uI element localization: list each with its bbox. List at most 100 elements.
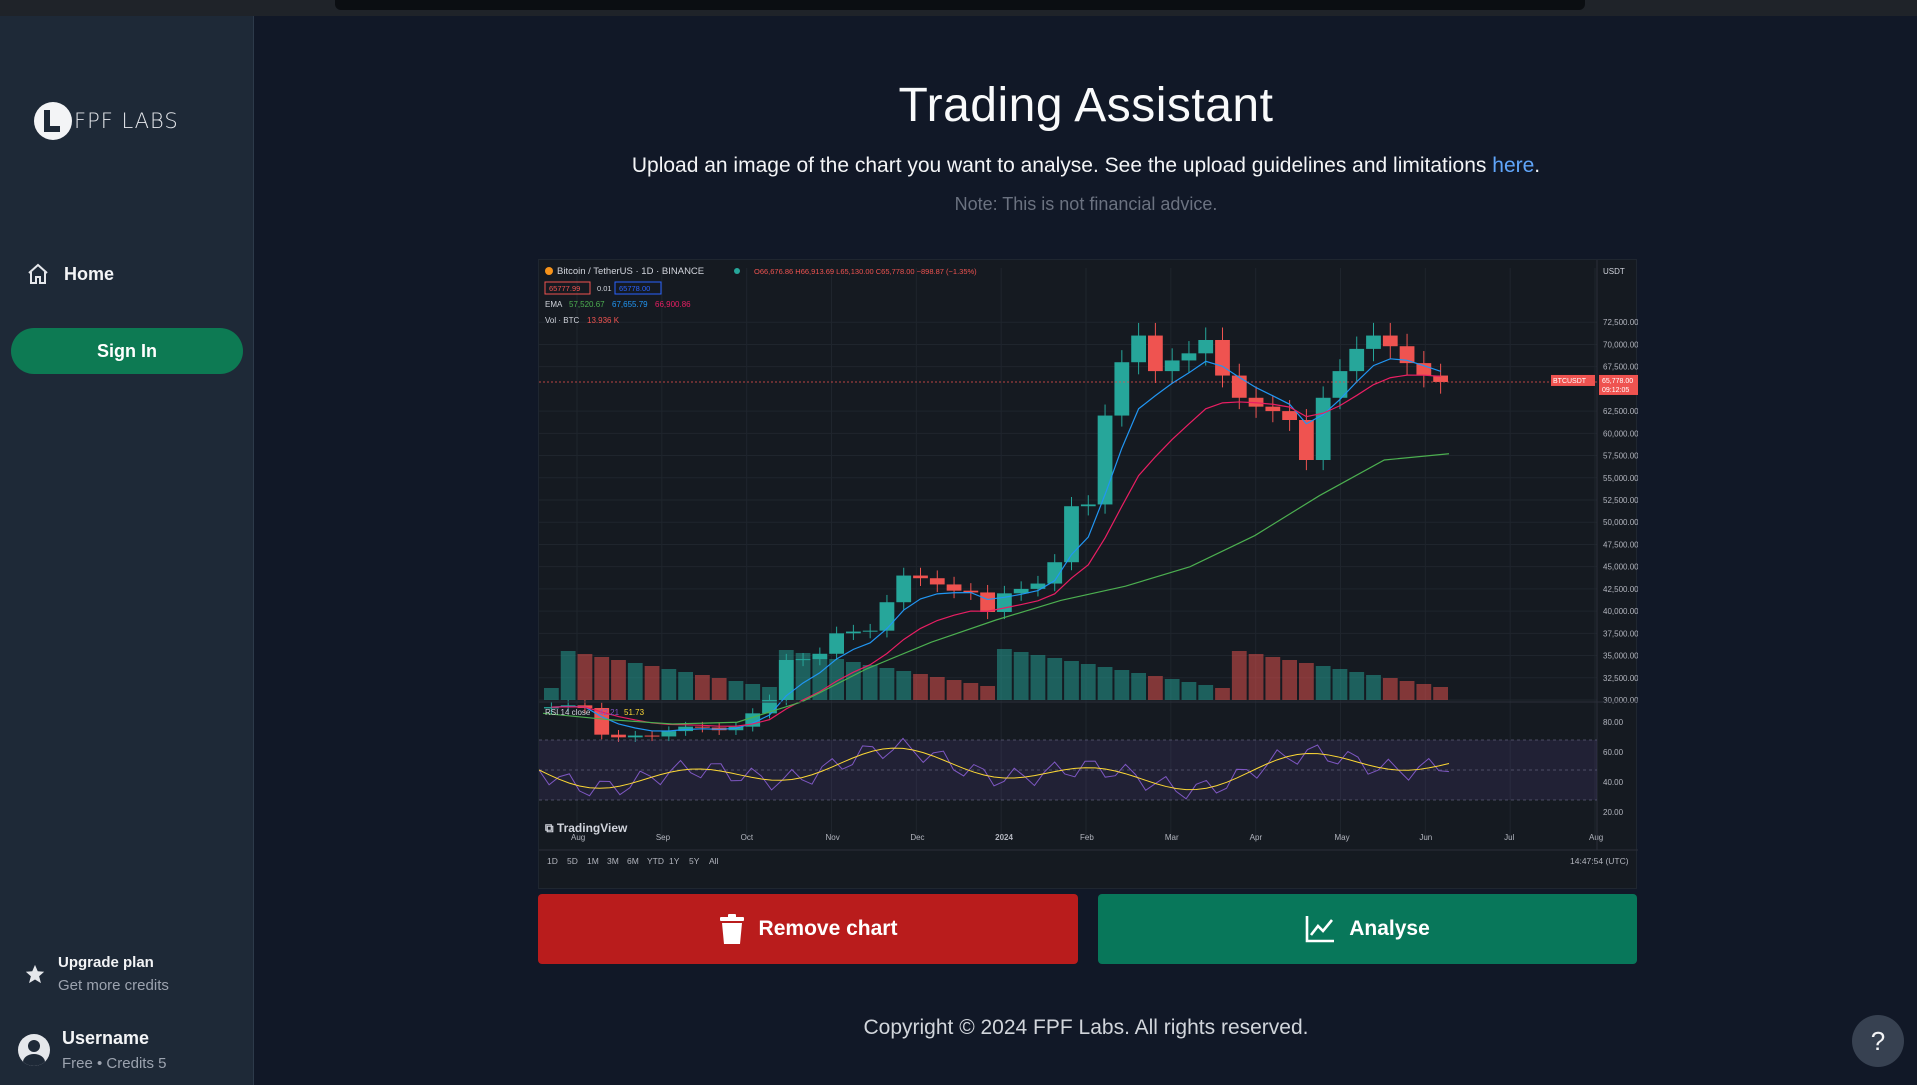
x-tick-label: Aug bbox=[571, 833, 585, 842]
candle-body bbox=[1399, 346, 1415, 364]
x-tick-label: Aug bbox=[1589, 833, 1603, 842]
volume-bar bbox=[913, 674, 928, 700]
volume-bar bbox=[1332, 669, 1348, 700]
tradingview-watermark: ⧉ TradingView bbox=[545, 821, 628, 835]
volume-bar bbox=[778, 650, 794, 700]
volume-bar bbox=[544, 688, 559, 700]
volume-bar bbox=[1198, 685, 1214, 700]
volume-bar bbox=[1231, 651, 1247, 700]
candle-body bbox=[1097, 415, 1113, 505]
candle-body bbox=[611, 734, 626, 738]
user-circle-icon bbox=[18, 1034, 50, 1066]
volume-bar bbox=[929, 677, 945, 700]
x-tick-label: 2024 bbox=[995, 833, 1013, 842]
volume-bar bbox=[762, 687, 777, 700]
candle-body bbox=[1080, 504, 1096, 507]
ema-value-2: 67,655.79 bbox=[612, 300, 648, 309]
candle-body bbox=[1013, 588, 1029, 594]
y-tick-label: 67,500.00 bbox=[1603, 363, 1638, 372]
volume-bar bbox=[1148, 676, 1163, 700]
y-tick-label: 40,000.00 bbox=[1603, 607, 1638, 616]
period-button: 5D bbox=[567, 856, 578, 866]
candle-body bbox=[1382, 335, 1398, 347]
rsi-ma-line bbox=[539, 747, 1450, 791]
volume-bar bbox=[1047, 658, 1063, 700]
candle-body bbox=[846, 631, 861, 634]
x-tick-label: Mar bbox=[1165, 833, 1179, 842]
candle-body bbox=[1198, 340, 1214, 354]
price-tag-bg bbox=[1599, 374, 1638, 395]
fpf-labs-logo[interactable]: FPF LABS bbox=[34, 102, 179, 140]
volume-bar bbox=[1282, 660, 1297, 700]
analyse-button[interactable]: Analyse bbox=[1098, 894, 1637, 964]
volume-bar bbox=[695, 675, 710, 700]
logo-text: FPF LABS bbox=[74, 109, 179, 133]
candle-body bbox=[1265, 406, 1281, 412]
y-tick-label: 42,500.00 bbox=[1603, 585, 1638, 594]
ema-slow-line bbox=[542, 453, 1450, 725]
guidelines-link[interactable]: here bbox=[1492, 154, 1535, 177]
volume-bar bbox=[980, 686, 995, 700]
trading-chart: 72,500.00 70,000.00 67,500.00 62,500.00 60,0… bbox=[539, 260, 1638, 866]
sidebar-item-home[interactable]: Home bbox=[26, 262, 114, 286]
x-tick-label: Jun bbox=[1419, 833, 1432, 842]
candle-body bbox=[879, 602, 895, 631]
rsi-tick-label: 60.00 bbox=[1603, 748, 1624, 757]
candle-body bbox=[1416, 363, 1432, 376]
volume-bar bbox=[611, 660, 626, 700]
user-profile[interactable]: Username Free • Credits 5 bbox=[18, 1028, 166, 1072]
ema-label: EMA bbox=[545, 300, 563, 309]
volume-bar bbox=[1215, 688, 1230, 700]
volume-bar bbox=[896, 671, 912, 700]
help-button[interactable]: ? bbox=[1852, 1015, 1904, 1067]
x-tick-label: Apr bbox=[1250, 833, 1263, 842]
y-tick-label: 55,000.00 bbox=[1603, 474, 1638, 483]
candle-body bbox=[1131, 335, 1146, 363]
ask-value: 65778.00 bbox=[619, 284, 650, 293]
volume-bar bbox=[1114, 670, 1130, 700]
candle-body bbox=[980, 592, 995, 612]
price-tag-value: 65,778.00 bbox=[1602, 378, 1633, 385]
candle-body bbox=[1114, 362, 1130, 416]
y-tick-label: 32,500.00 bbox=[1603, 674, 1638, 683]
candle-body bbox=[929, 578, 945, 585]
volume-bar bbox=[795, 653, 811, 700]
price-tag-countdown: 09:12:05 bbox=[1602, 387, 1629, 394]
volume-bar bbox=[644, 666, 660, 700]
ema-mid-line bbox=[551, 374, 1441, 727]
time-label: 14:47:54 (UTC) bbox=[1570, 856, 1629, 866]
main-content: Trading Assistant Upload an image of the… bbox=[255, 16, 1917, 1085]
volume-bar bbox=[1248, 654, 1264, 700]
period-button: 1Y bbox=[669, 856, 680, 866]
trash-icon bbox=[719, 914, 744, 944]
rsi-tick-label: 20.00 bbox=[1603, 808, 1624, 817]
candle-body bbox=[1231, 375, 1247, 398]
volume-bar bbox=[1265, 657, 1281, 700]
upgrade-plan-button[interactable]: Upgrade plan Get more credits bbox=[12, 946, 238, 1002]
symbol-title: Bitcoin / TetherUS · 1D · BINANCE bbox=[557, 266, 704, 277]
volume-bar bbox=[812, 656, 828, 700]
period-button: 5Y bbox=[689, 856, 700, 866]
x-tick-label: Dec bbox=[910, 833, 924, 842]
candle-body bbox=[1366, 335, 1381, 349]
volume-bar bbox=[745, 684, 761, 700]
x-tick-label: Sep bbox=[656, 833, 671, 842]
volume-bar bbox=[728, 681, 744, 700]
sign-in-button[interactable]: Sign In bbox=[11, 328, 243, 374]
bid-value: 65777.99 bbox=[549, 284, 580, 293]
volume-bar bbox=[1131, 673, 1146, 700]
period-button: YTD bbox=[647, 856, 664, 866]
candle-body bbox=[862, 630, 878, 632]
volume-bar bbox=[627, 663, 643, 700]
volume-bar bbox=[1097, 667, 1113, 700]
volume-bar bbox=[1299, 663, 1314, 700]
uploaded-chart-image: 72,500.00 70,000.00 67,500.00 62,500.00 60,0… bbox=[538, 259, 1638, 889]
x-tick-label: Feb bbox=[1080, 833, 1094, 842]
y-tick-label: 57,500.00 bbox=[1603, 452, 1638, 461]
period-button: 3M bbox=[607, 856, 619, 866]
volume-bar bbox=[1349, 672, 1365, 700]
candle-body bbox=[661, 731, 677, 737]
candle-body bbox=[1282, 411, 1297, 420]
remove-chart-button[interactable]: Remove chart bbox=[538, 894, 1078, 964]
volume-bar bbox=[1064, 661, 1079, 700]
